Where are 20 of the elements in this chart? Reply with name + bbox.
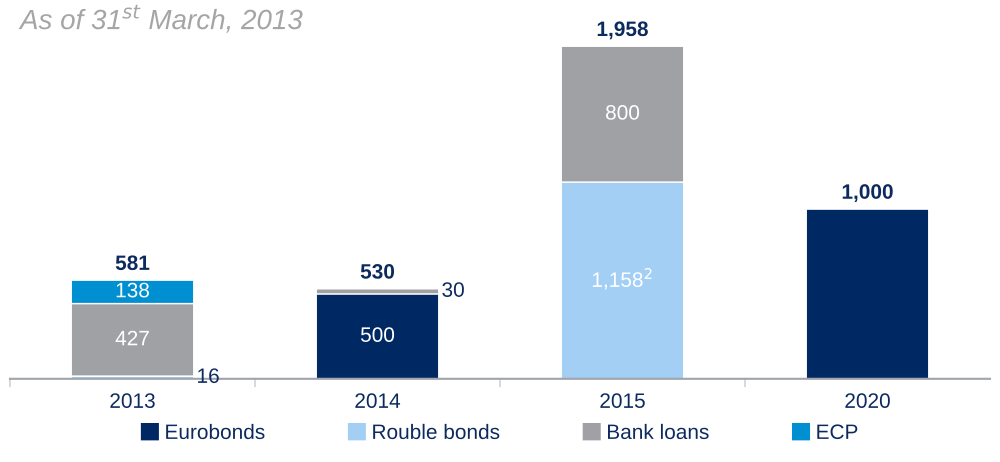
- data-label: 1,158$^{2}$: [592, 268, 652, 290]
- x-tick-label: 2020: [845, 393, 890, 408]
- chart-title: As of 31$^{st}$ March, 2013: [18, 4, 303, 33]
- data-label: 30: [442, 282, 464, 297]
- data-label: 500: [360, 327, 394, 342]
- legend-label: ECP: [817, 424, 858, 440]
- data-label: 427: [116, 330, 149, 346]
- x-tick-label: 2013: [110, 393, 155, 408]
- x-tick-label: 2014: [355, 393, 400, 408]
- total-label: 530: [360, 264, 394, 279]
- data-label: 138: [116, 282, 149, 298]
- data-label: 16: [198, 368, 219, 384]
- legend-label: Rouble bonds: [373, 424, 500, 440]
- legend-label: Bank loans: [608, 424, 709, 440]
- total-label: 1,958: [598, 21, 648, 40]
- total-label: 581: [116, 255, 150, 270]
- legend-label: Eurobonds: [166, 424, 264, 440]
- x-tick-label: 2015: [600, 393, 645, 408]
- data-label: 800: [606, 104, 640, 120]
- total-label: 1,000: [842, 184, 893, 202]
